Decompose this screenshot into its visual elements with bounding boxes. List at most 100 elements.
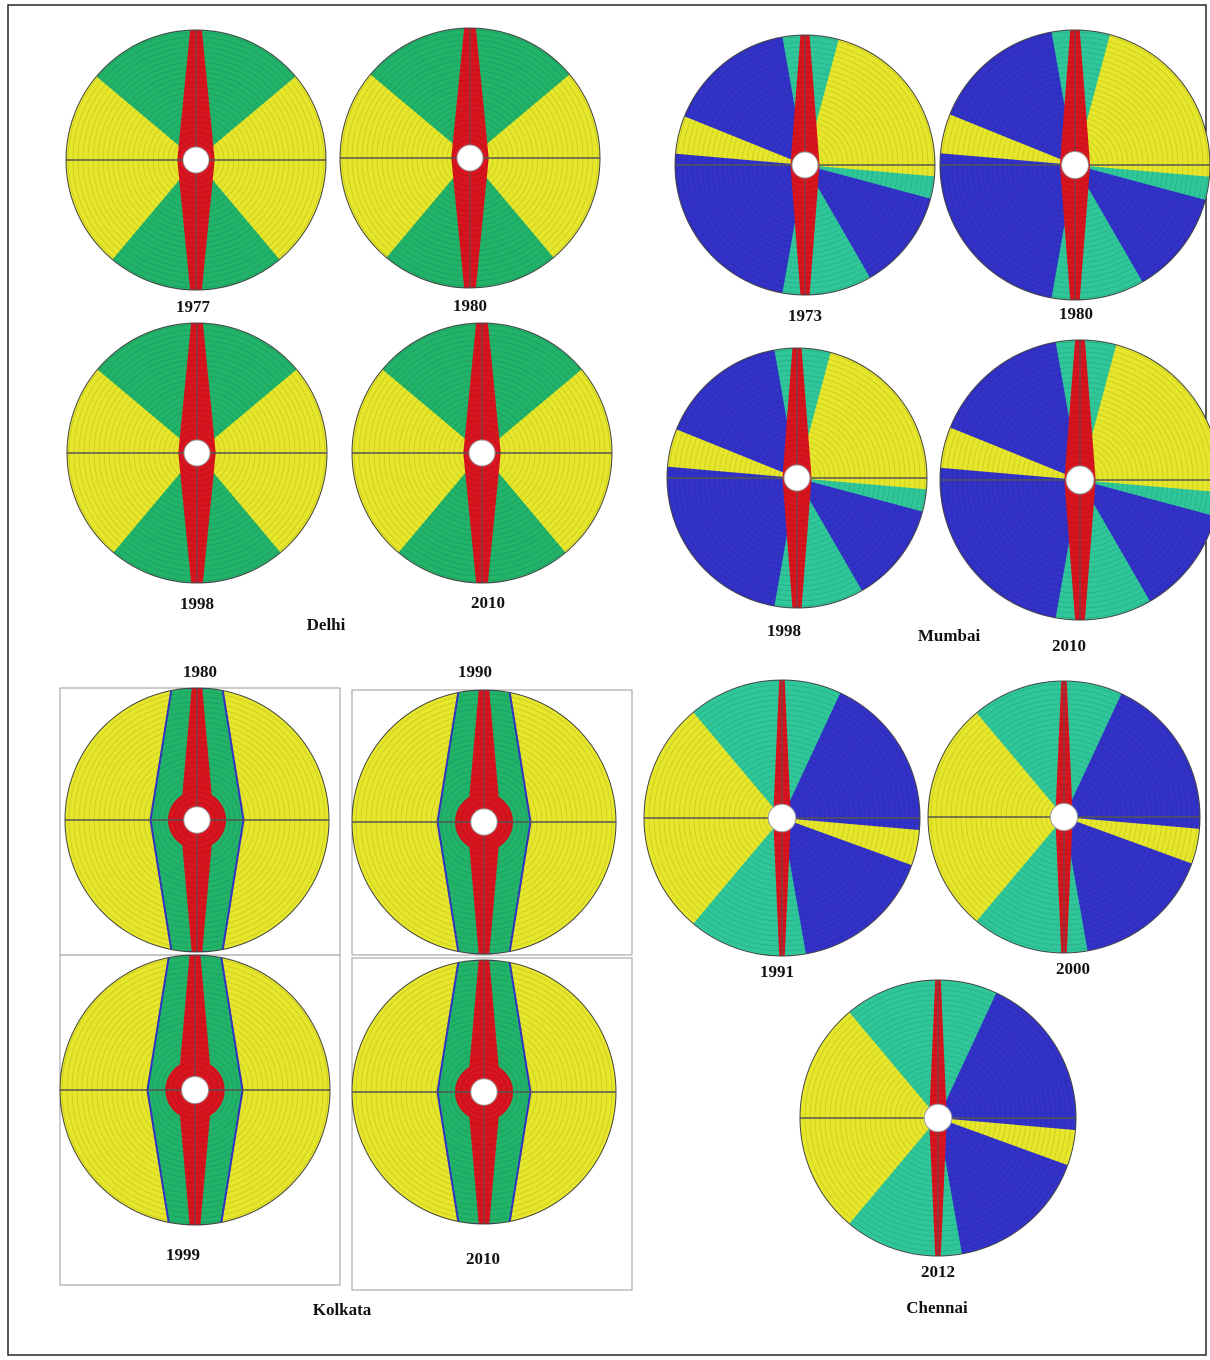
disc-fill (67, 323, 327, 583)
year-label: 1998 (180, 594, 214, 613)
year-label: 1991 (760, 962, 794, 981)
zone (66, 74, 196, 262)
zone (340, 72, 470, 260)
disc-outline (351, 322, 613, 584)
zone (1080, 342, 1210, 493)
year-label: 2012 (921, 1262, 955, 1281)
zone (470, 72, 600, 260)
year-label: 1980 (183, 662, 217, 681)
growth-disc (59, 954, 331, 1226)
disc-outline (339, 27, 601, 289)
center-dot (183, 439, 211, 467)
center-dot (183, 806, 211, 834)
zone (1075, 165, 1209, 285)
growth-disc (351, 322, 613, 584)
zone (797, 349, 927, 490)
zone (940, 455, 1080, 620)
growth-disc (939, 339, 1210, 621)
growth-disc (666, 347, 928, 609)
city-label: Delhi (307, 615, 346, 634)
center-dot (470, 808, 498, 836)
center-dot (470, 1078, 498, 1106)
center-dot (767, 803, 797, 833)
center-dot (783, 464, 811, 492)
zone (67, 367, 197, 555)
disc-outline (939, 339, 1210, 621)
zone (1064, 817, 1195, 953)
disc-fill (352, 323, 612, 583)
disc-outline (666, 347, 928, 609)
zone (805, 165, 934, 280)
center-dot (923, 1103, 953, 1133)
zone (667, 428, 797, 478)
growth-disc (64, 687, 330, 953)
zone (945, 340, 1080, 480)
disc-outline (351, 689, 617, 955)
disc-fill (940, 340, 1210, 620)
zone (940, 141, 1075, 300)
zone (667, 454, 797, 608)
disc-outline (64, 687, 330, 953)
zone (938, 1118, 1071, 1256)
city-label: Chennai (906, 1298, 968, 1317)
disc-outline (674, 34, 936, 296)
year-label: 1977 (176, 297, 211, 316)
growth-disc (339, 27, 601, 289)
zone (974, 681, 1134, 817)
zone (197, 367, 327, 555)
growth-disc (674, 34, 936, 296)
center-dot (1061, 151, 1089, 179)
zone (1075, 31, 1210, 178)
zone (352, 367, 482, 555)
zone (675, 141, 805, 295)
growth-disc (65, 29, 327, 291)
zone (680, 35, 805, 165)
year-label: 1998 (767, 621, 801, 640)
disc-outline (799, 979, 1077, 1257)
year-label: 1980 (453, 296, 487, 315)
zone (847, 980, 1009, 1118)
zone (805, 36, 935, 177)
growth-disc (643, 679, 921, 957)
city-label: Mumbai (918, 626, 981, 645)
year-label: 2010 (466, 1249, 500, 1268)
growth-disc (351, 959, 617, 1225)
disc-outline (66, 322, 328, 584)
disc-fill (940, 30, 1210, 300)
center-dot (1049, 802, 1079, 832)
zone (945, 30, 1075, 165)
zone (196, 74, 326, 262)
year-label: 1999 (166, 1245, 200, 1264)
growth-disc (351, 689, 617, 955)
year-label: 2010 (471, 593, 505, 612)
box (351, 957, 633, 1291)
center-dot (1065, 465, 1095, 495)
disc-fill (667, 348, 927, 608)
center-dot (181, 1076, 209, 1104)
zone (675, 115, 805, 165)
zone (940, 113, 1075, 165)
year-label: 2000 (1056, 959, 1090, 978)
city-label: Kolkata (313, 1300, 372, 1319)
year-label: 2010 (1052, 636, 1086, 655)
growth-disc (66, 322, 328, 584)
disc-outline (65, 29, 327, 291)
zone (797, 478, 926, 593)
zone (482, 367, 612, 555)
zone (691, 680, 853, 818)
zone (782, 818, 915, 956)
disc-outline (927, 680, 1201, 954)
disc-outline (939, 29, 1210, 301)
growth-disc (927, 680, 1201, 954)
center-dot (456, 144, 484, 172)
disc-outline (351, 959, 617, 1225)
center-dot (791, 151, 819, 179)
center-dot (468, 439, 496, 467)
year-label: 1973 (788, 306, 822, 325)
disc-outline (643, 679, 921, 957)
center-dot (182, 146, 210, 174)
zone (940, 426, 1080, 480)
year-label: 1980 (1059, 304, 1093, 323)
year-label: 1990 (458, 662, 492, 681)
